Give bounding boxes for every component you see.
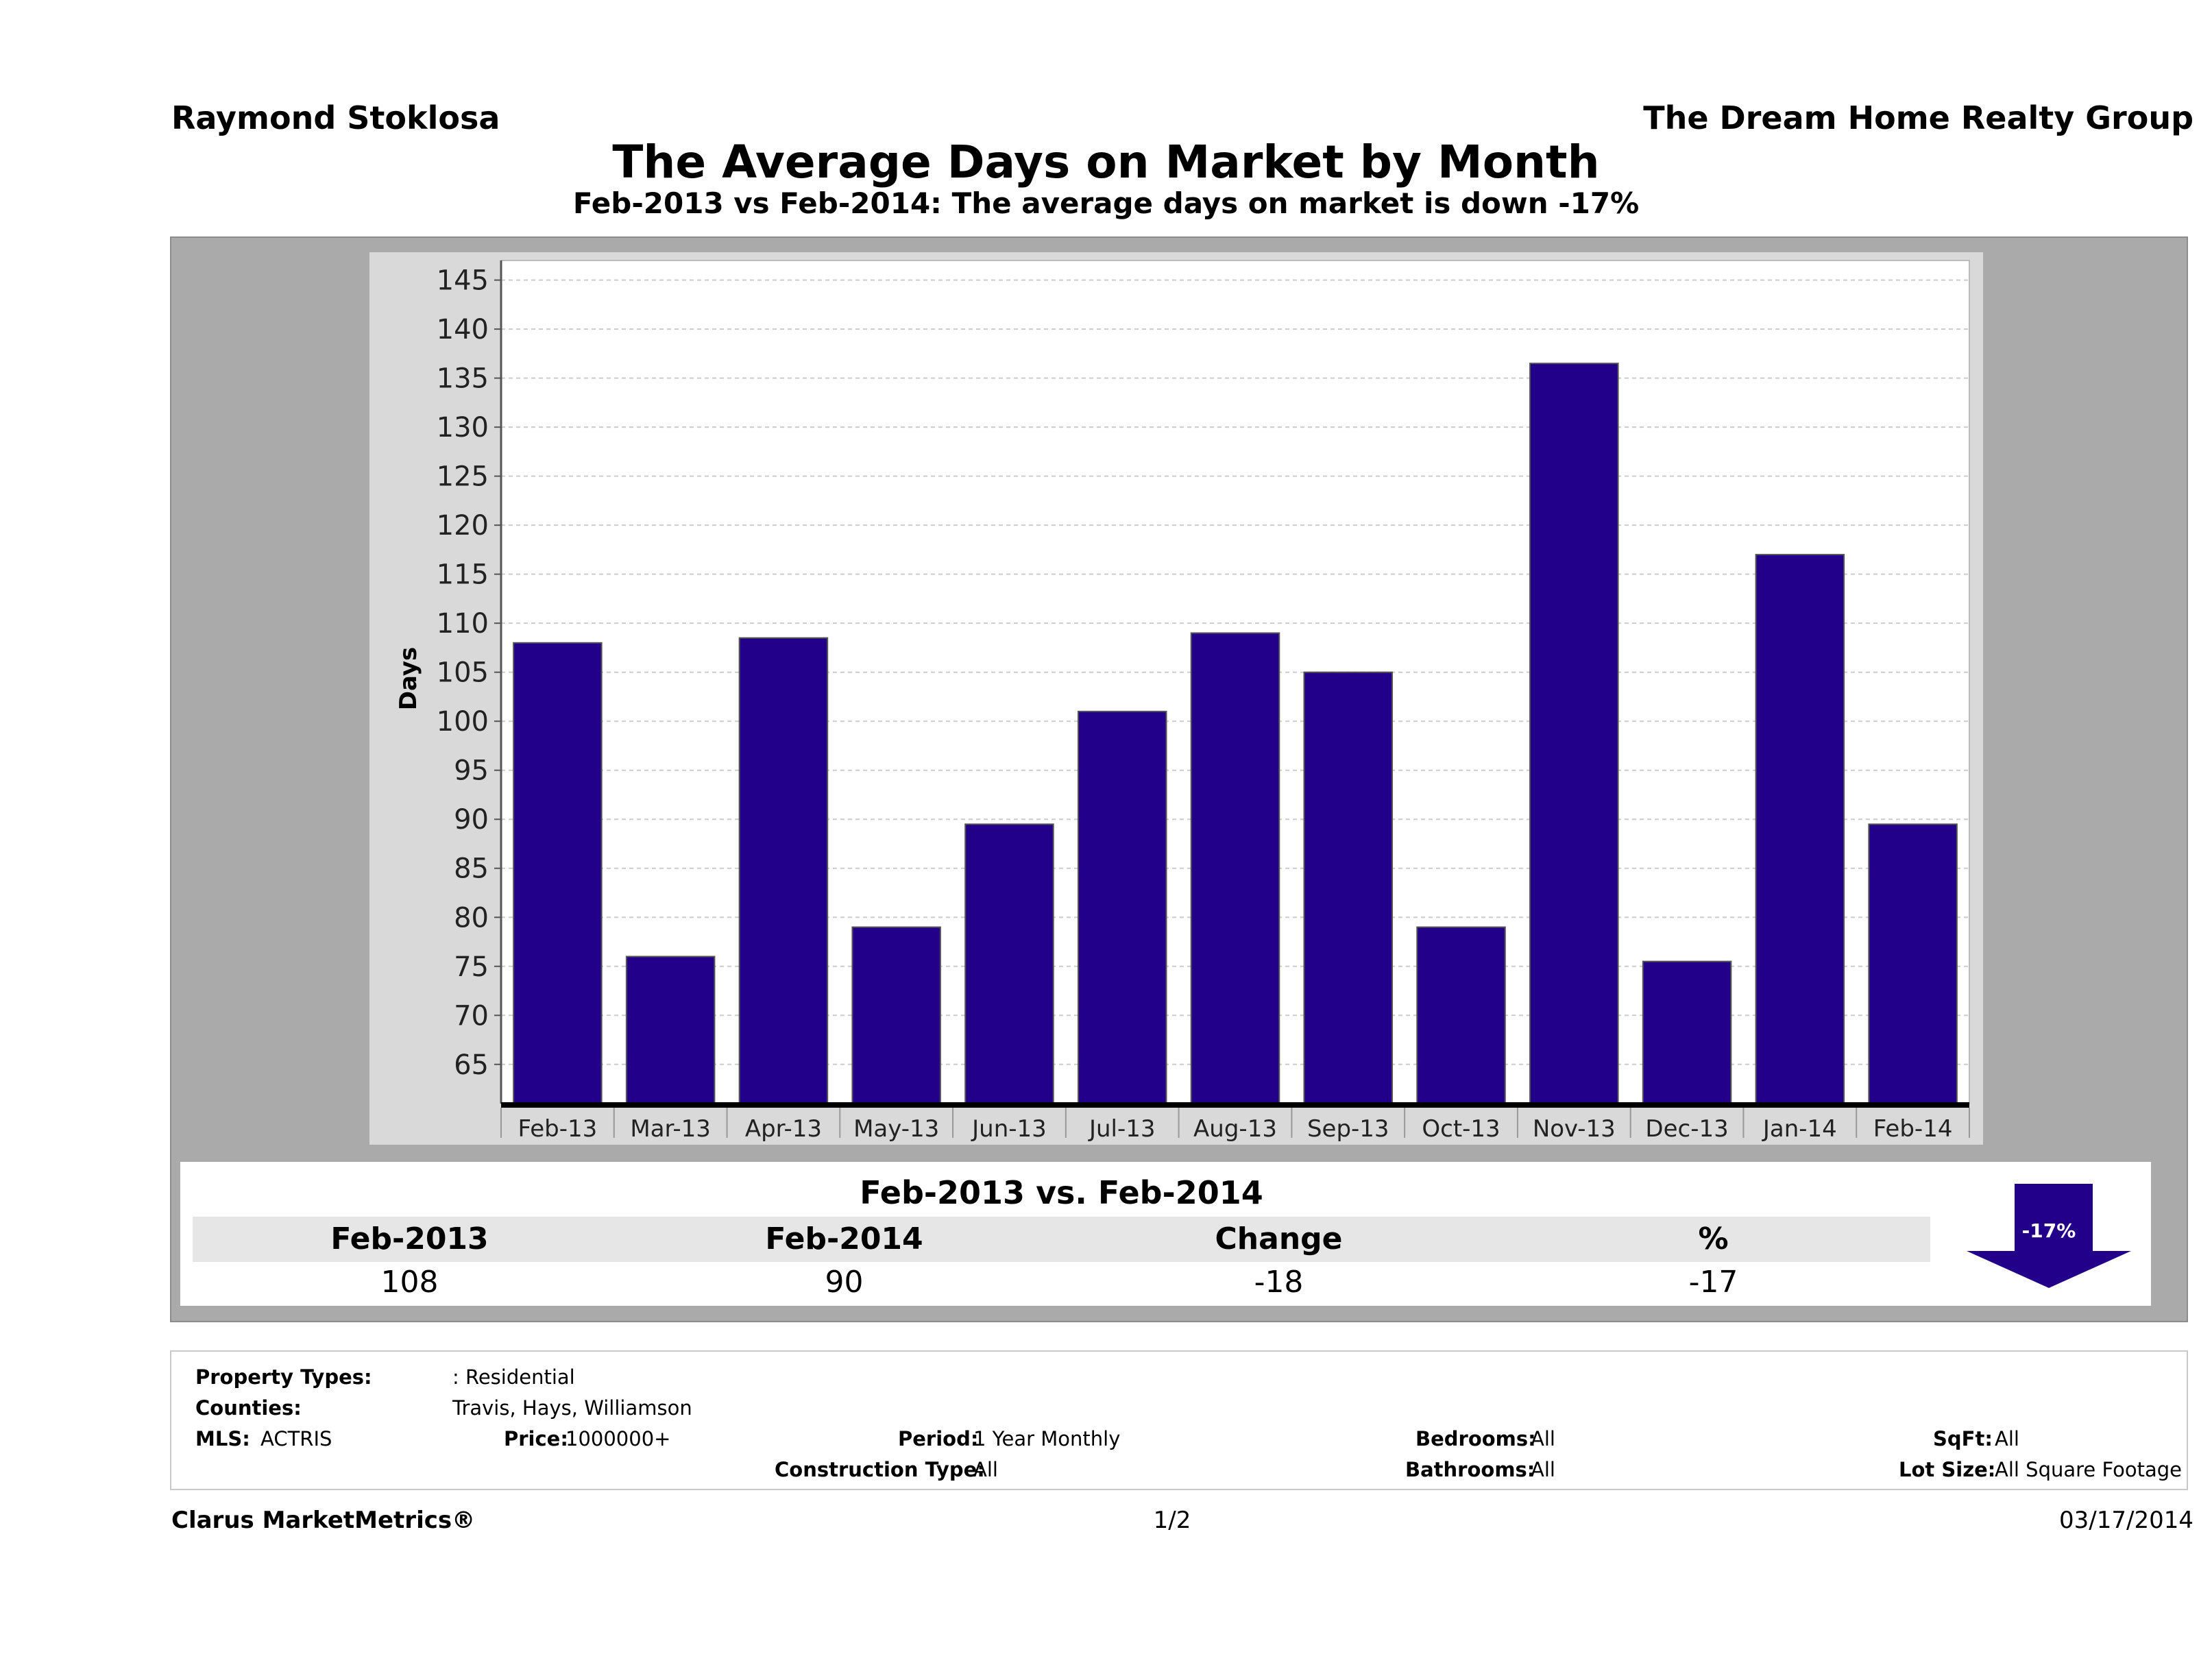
- property-types-value: : Residential: [452, 1365, 575, 1389]
- bar: [513, 642, 603, 1104]
- x-tick-label: Aug-13: [1193, 1115, 1277, 1143]
- property-types-label: Property Types:: [195, 1365, 372, 1389]
- page-number: 1/2: [1153, 1507, 1191, 1534]
- agent-name: Raymond Stoklosa: [171, 99, 500, 136]
- bar: [1190, 632, 1280, 1104]
- report-date: 03/17/2014: [2059, 1507, 2193, 1534]
- y-axis-label: Days: [395, 647, 422, 711]
- bar: [1868, 823, 1958, 1104]
- y-tick-label: 140: [437, 314, 489, 345]
- bar: [738, 637, 829, 1104]
- lot-size-value: All Square Footage: [1995, 1458, 2183, 1481]
- bar: [964, 823, 1054, 1104]
- x-tick-label: Apr-13: [745, 1115, 822, 1143]
- summary-title: Feb-2013 vs. Feb-2014: [193, 1170, 1930, 1215]
- summary-header-cell: %: [1698, 1221, 1729, 1256]
- summary-header-cell: Change: [1215, 1221, 1343, 1256]
- bar: [851, 926, 941, 1105]
- footer-brand: Clarus MarketMetrics®: [171, 1507, 476, 1534]
- bar-chart: 65 70 75 80 85 90 95 100 105 110 115 120 125 130 135 14…: [395, 260, 1970, 1143]
- y-tick-label: 65: [454, 1049, 489, 1081]
- summary-value-cell: 90: [825, 1265, 864, 1300]
- y-tick-label: 130: [437, 412, 489, 443]
- summary-header-cell: Feb-2013: [330, 1221, 489, 1256]
- price-label: Price:: [504, 1427, 568, 1450]
- bar: [625, 956, 716, 1104]
- sqft-value: All: [1995, 1427, 2019, 1450]
- mls-value: ACTRIS: [260, 1427, 332, 1450]
- construction-type-value: All: [973, 1458, 998, 1481]
- bar: [1529, 363, 1619, 1104]
- x-tick-label: Sep-13: [1307, 1115, 1389, 1143]
- y-tick-label: 105: [437, 657, 489, 689]
- bar: [1416, 926, 1506, 1105]
- chart-subtitle: Feb-2013 vs Feb-2014: The average days o…: [572, 186, 1640, 220]
- summary-value-row: 108 90 -18 -17: [193, 1263, 1930, 1302]
- x-tick-label: May-13: [853, 1115, 939, 1143]
- summary-header-row: Feb-2013 Feb-2014 Change %: [193, 1217, 1930, 1262]
- bedrooms-label: Bedrooms:: [1415, 1427, 1536, 1450]
- bathrooms-label: Bathrooms:: [1405, 1458, 1535, 1481]
- y-tick-label: 80: [454, 902, 489, 934]
- y-tick-label: 115: [437, 559, 489, 591]
- y-tick-label: 120: [437, 510, 489, 542]
- construction-type-label: Construction Type:: [775, 1458, 985, 1481]
- counties-label: Counties:: [195, 1396, 302, 1420]
- period-label: Period:: [898, 1427, 979, 1450]
- search-criteria: Property Types: : Residential Counties: …: [170, 1350, 2188, 1490]
- company-name: The Dream Home Realty Group: [1643, 99, 2193, 136]
- y-tick-label: 135: [437, 363, 489, 395]
- bedrooms-value: All: [1531, 1427, 1555, 1450]
- y-tick-label: 100: [437, 706, 489, 738]
- y-tick-label: 95: [454, 755, 489, 787]
- y-tick-label: 145: [437, 265, 489, 297]
- lot-size-label: Lot Size:: [1899, 1458, 1996, 1481]
- y-tick-label: 90: [454, 804, 489, 836]
- sqft-label: SqFt:: [1933, 1427, 1993, 1450]
- mls-label: MLS:: [195, 1427, 250, 1450]
- x-tick-label: Dec-13: [1645, 1115, 1728, 1143]
- x-tick-label: Feb-13: [518, 1115, 598, 1143]
- x-tick-label: Oct-13: [1422, 1115, 1500, 1143]
- arrow-label: -17%: [2022, 1219, 2076, 1242]
- x-tick-label: Feb-14: [1873, 1115, 1953, 1143]
- x-tick-label: Nov-13: [1533, 1115, 1616, 1143]
- summary-value-cell: -18: [1254, 1265, 1304, 1300]
- summary-value-cell: 108: [380, 1265, 439, 1300]
- chart-title: The Average Days on Market by Month: [612, 136, 1600, 189]
- y-tick-label: 75: [454, 951, 489, 983]
- x-tick-label: Jul-13: [1088, 1115, 1156, 1143]
- x-tick-label: Jun-13: [971, 1115, 1047, 1143]
- x-tick-label: Mar-13: [630, 1115, 711, 1143]
- down-arrow-icon: -17%: [1967, 1184, 2131, 1288]
- y-tick-label: 110: [437, 608, 489, 640]
- price-value: 1000000+: [566, 1427, 671, 1450]
- trend-indicator: -17%: [1957, 1170, 2141, 1299]
- bar: [1755, 554, 1845, 1104]
- period-value: 1 Year Monthly: [973, 1427, 1121, 1450]
- bar: [1077, 710, 1167, 1104]
- bar: [1642, 960, 1732, 1105]
- y-tick-label: 85: [454, 853, 489, 885]
- y-tick-label: 70: [454, 1000, 489, 1032]
- counties-value: Travis, Hays, Williamson: [452, 1396, 692, 1420]
- y-tick-label: 125: [437, 461, 489, 493]
- summary-value-cell: -17: [1688, 1265, 1738, 1300]
- bar: [1303, 671, 1394, 1104]
- bathrooms-value: All: [1531, 1458, 1555, 1481]
- x-tick-label: Jan-14: [1762, 1115, 1837, 1143]
- summary-header-cell: Feb-2014: [765, 1221, 923, 1256]
